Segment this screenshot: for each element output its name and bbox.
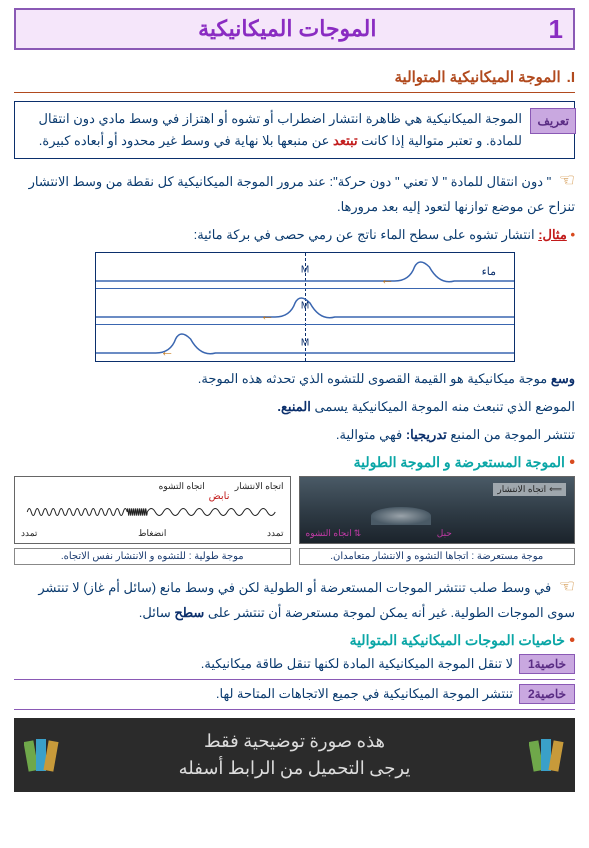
- arrow-left-icon: ⟸: [549, 484, 562, 495]
- wave-row-1: M ←: [96, 253, 514, 289]
- word-wasaa: وسع: [551, 371, 575, 386]
- after-ex-2: الموضع الذي تنبعث منه الموجة الميكانيكية…: [14, 396, 575, 418]
- example-line: • مثال: انتشار تشوه على سطح الماء ناتج ع…: [14, 224, 575, 246]
- pointing-hand-icon: ☜: [559, 165, 575, 196]
- definition-box: تعريف الموجة الميكانيكية هي ظاهرة انتشار…: [14, 101, 575, 159]
- books-icon: [24, 735, 60, 775]
- section-1-roman: I.: [567, 69, 575, 86]
- property-2-text: تنتشر الموجة الميكانيكية في جميع الاتجاه…: [216, 684, 513, 705]
- section-1-heading: I. الموجة الميكانيكية المتوالية: [14, 68, 575, 86]
- note-1: ☜ " دون انتقال للمادة " لا تعني " دون حر…: [14, 165, 575, 218]
- figure-longitudinal: اتجاه الانتشار اتجاه التشوه نابض تمدد ان…: [14, 476, 291, 544]
- definition-label: تعريف: [530, 108, 576, 134]
- wave-figure: ماء M ← M ← M ←: [95, 252, 515, 362]
- divider: [14, 709, 575, 710]
- after-ex-1: وسع موجة ميكانيكية هو القيمة القصوى للتش…: [14, 368, 575, 390]
- propagation-arrow-label: ⟸ اتجاه الانتشار: [493, 483, 566, 496]
- note-2: ☜ في وسط صلب تنتشر الموجات المستعرضة أو …: [14, 571, 575, 624]
- note-1-text: " دون انتقال للمادة " لا تعني " دون حركة…: [29, 174, 575, 214]
- definition-highlight: تبتعد: [333, 133, 358, 148]
- wave-row-3: M ←: [96, 325, 514, 361]
- example-text: انتشار تشوه على سطح الماء ناتج عن رمي حص…: [194, 227, 535, 242]
- stretch-label-1: تمدد: [267, 528, 283, 539]
- arrow-icon: ←: [160, 343, 174, 359]
- pointing-hand-icon: ☜: [559, 571, 575, 602]
- chapter-number: 1: [549, 14, 563, 45]
- property-1-text: لا تنقل الموجة الميكانيكية المادة لكنها …: [201, 654, 513, 675]
- after-ex-3: تنتشر الموجة من المنبع تدريجيا: فهي متوا…: [14, 424, 575, 446]
- footer-line-2: يرجى التحميل من الرابط أسفله: [20, 755, 569, 782]
- section-1-rule: [14, 92, 575, 93]
- note-2-hl: سطح: [174, 605, 204, 620]
- property-1-label: خاصية1: [519, 654, 575, 674]
- two-figures-row: ⟸ اتجاه الانتشار ⇅ اتجاه التشوه حبل اتجا…: [14, 476, 575, 544]
- rope-bump: [371, 507, 431, 525]
- subhead-transverse-longitudinal: الموجة المستعرضة و الموجة الطولية: [14, 454, 575, 472]
- definition-text: الموجة الميكانيكية هي ظاهرة انتشار اضطرا…: [39, 111, 522, 148]
- property-1-row: خاصية1 لا تنقل الموجة الميكانيكية المادة…: [14, 654, 575, 675]
- long-deform-label: اتجاه التشوه: [159, 481, 205, 492]
- propagation-label: اتجاه الانتشار: [497, 484, 546, 495]
- arrow-icon: ←: [380, 271, 394, 287]
- subhead-properties: خاصيات الموجات الميكانيكية المتوالية: [14, 632, 575, 650]
- example-label: مثال:: [538, 227, 567, 242]
- caption-transverse: موجة مستعرضة : اتجاها التشوه و الانتشار …: [299, 548, 576, 565]
- books-icon: [529, 735, 565, 775]
- section-1-text: الموجة الميكانيكية المتوالية: [395, 68, 561, 86]
- arrow-icon: ←: [260, 307, 274, 323]
- page-title-box: 1 الموجات الميكانيكية: [14, 8, 575, 50]
- caption-longitudinal: موجة طولية : للتشوه و الانتشار نفس الاتج…: [14, 548, 291, 565]
- word-gradual: تدريجيا:: [406, 427, 447, 442]
- stretch-label-2: تمدد: [21, 528, 37, 539]
- after-ex-3a: تنتشر الموجة من المنبع: [447, 427, 575, 442]
- wave-m-1: M: [301, 265, 309, 276]
- rope-label: حبل: [437, 528, 452, 539]
- after-ex-2a: الموضع الذي تنبعث منه الموجة الميكانيكية…: [311, 399, 575, 414]
- compress-label: انضغاط: [138, 528, 166, 539]
- chapter-title: الموجات الميكانيكية: [26, 16, 549, 42]
- updown-arrow-icon: ⇅: [354, 528, 362, 539]
- footer-line-1: هذه صورة توضيحية فقط: [20, 728, 569, 755]
- wave-row-2: M ←: [96, 289, 514, 325]
- spring-label: نابض: [209, 491, 230, 502]
- wave-m-2: M: [301, 301, 309, 312]
- deform-text: اتجاه التشوه: [306, 528, 352, 539]
- property-2-row: خاصية2 تنتشر الموجة الميكانيكية في جميع …: [14, 684, 575, 705]
- divider: [14, 679, 575, 680]
- property-2-label: خاصية2: [519, 684, 575, 704]
- definition-body: الموجة الميكانيكية هي ظاهرة انتشار اضطرا…: [23, 108, 566, 152]
- word-source: المنبع.: [277, 399, 310, 414]
- bullet-icon: •: [570, 227, 575, 242]
- figure-captions: موجة مستعرضة : اتجاها التشوه و الانتشار …: [14, 546, 575, 565]
- figure-transverse: ⟸ اتجاه الانتشار ⇅ اتجاه التشوه حبل: [299, 476, 576, 544]
- after-ex-3c: فهي متوالية.: [336, 427, 402, 442]
- spring-drawing: [23, 505, 282, 519]
- note-2-text: في وسط صلب تنتشر الموجات المستعرضة أو ال…: [38, 580, 575, 620]
- footer-banner: هذه صورة توضيحية فقط يرجى التحميل من الر…: [14, 718, 575, 792]
- deform-direction-label: ⇅ اتجاه التشوه: [306, 528, 362, 539]
- longitudinal-bottom-labels: تمدد انضغاط تمدد: [21, 528, 284, 539]
- wave-m-3: M: [301, 337, 309, 348]
- after-ex-1-rest: موجة ميكانيكية هو القيمة القصوى للتشوه ا…: [198, 371, 548, 386]
- note-2-tail: سائل.: [139, 605, 171, 620]
- long-prop-label: اتجاه الانتشار: [235, 481, 284, 492]
